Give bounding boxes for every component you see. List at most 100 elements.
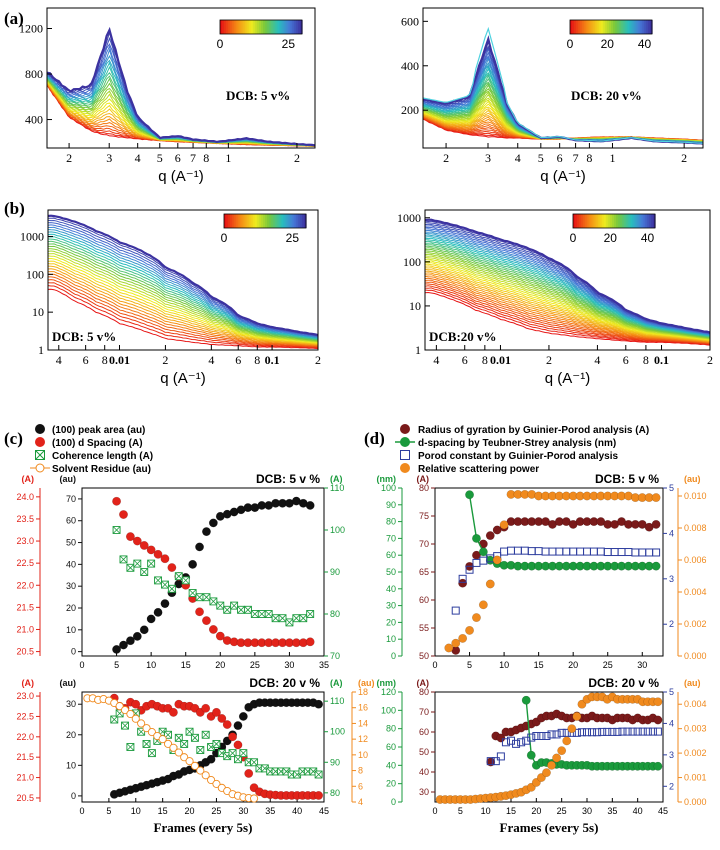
colorbar-segment [263,20,266,34]
colorbar-segment [289,214,293,228]
colorbar-segment [260,214,264,228]
data-point [132,536,142,546]
x-tick-label: 25 [557,806,567,816]
y-tick-label: 10 [386,634,396,644]
x-tick-label: 45 [319,806,329,816]
data-point [154,576,163,585]
y-tick-label: 8 [358,766,363,776]
axis-right: 80 90 100 110 (A) [324,678,345,798]
data-point [142,739,151,748]
data-point-cross [126,564,135,572]
data-point-cross [148,749,156,757]
data-point [562,736,572,746]
colorbar-segment [238,20,242,34]
y-tick-label: 1000 [20,229,44,243]
data-point [139,625,149,635]
colorbar-segment [295,214,299,228]
x-tick-label: 5 [458,806,463,816]
y-axis-unit: (nm) [377,474,397,484]
colorbar-segment [250,214,254,228]
y-axis-unit: (au) [684,474,701,484]
data-point [168,707,178,717]
data-point-cross [299,614,308,622]
x-tick-label: 6 [623,353,629,367]
data-point [588,728,597,737]
data-point-cross [223,606,231,614]
curve-frame-36 [424,231,711,335]
colorbar-tick-label: 40 [641,231,655,245]
data-point [126,563,135,572]
colorbar-segment [273,214,276,228]
colorbar-segment [630,214,634,228]
x-tick-label: 1 [225,151,231,165]
curve-frame-6 [424,281,710,344]
chart-title: DCB: 20 v % [249,676,320,690]
data-point-cross [209,597,218,606]
colorbar-segment [234,214,237,228]
x-axis-label: q (A⁻¹) [540,168,585,185]
data-point [479,556,488,565]
data-point-cross [261,764,269,773]
y-tick-label: 20 [66,730,76,740]
data-point-cross [271,614,280,622]
colorbar-segment [645,20,649,34]
legend-c: (100) peak area (au) (100) d Spacing (A)… [30,424,153,475]
y-tick-label: 50 [419,651,429,661]
y-tick-label: 0.004 [684,699,707,709]
axis-right: 2 3 4 5 [663,687,674,791]
x-tick-label: 30 [637,660,647,670]
data-point [196,746,205,755]
colorbar-segment [596,20,600,34]
data-point [555,547,564,556]
data-point-cross [119,555,128,564]
data-point [215,631,225,641]
colorbar-segment [281,214,285,228]
colorbar-segment [602,20,606,34]
colorbar-segment [643,20,647,34]
data-point [492,555,502,565]
legend-label-dspacing-ts: d-spacing by Teubner-Strey analysis (nm) [418,438,616,449]
data-point [299,614,308,623]
colorbar-segment [269,214,272,228]
data-point [202,593,211,602]
y-tick-label: 2 [669,619,674,629]
series-relative-scattering-power [444,489,661,653]
colorbar-segment [248,214,252,228]
colorbar-segment [267,214,270,228]
data-point [517,738,526,747]
colorbar-segment [232,20,235,34]
data-point [499,520,509,530]
colorbar-segment [277,214,280,228]
data-point [305,501,315,510]
chart-title: DCB: 5 v % [256,472,320,486]
colorbar-segment [303,214,307,228]
data-point [542,768,551,778]
curve-frame-28 [47,219,319,337]
colorbar-segment [271,214,274,228]
colorbar: 0 20 40 [567,19,653,51]
y-tick-label: 18 [358,687,368,697]
x-tick-label: 7 [573,151,579,165]
data-point [593,728,602,737]
data-point [125,636,135,646]
curve-frame-11 [47,260,319,344]
chart-title: DCB: 5 v % [595,472,659,486]
y-tick-label: 3 [669,574,674,584]
data-point [131,714,140,723]
y-tick-label: 75 [419,511,429,521]
y-axis-unit: (au) [684,678,701,688]
legend-marker-dspacing-ts [395,437,415,447]
data-point [651,519,661,529]
data-point [631,548,640,557]
x-tick-label: 8 [254,353,260,367]
y-tick-label: 12 [358,734,368,744]
colorbar-segment [583,214,586,228]
y-tick-label: 0 [71,647,76,657]
colorbar-segment [633,20,637,34]
colorbar-segment [648,214,652,228]
colorbar-segment [244,214,248,228]
colorbar-segment [598,20,602,34]
colorbar: 0 25 [217,19,303,51]
data-point [651,493,661,503]
